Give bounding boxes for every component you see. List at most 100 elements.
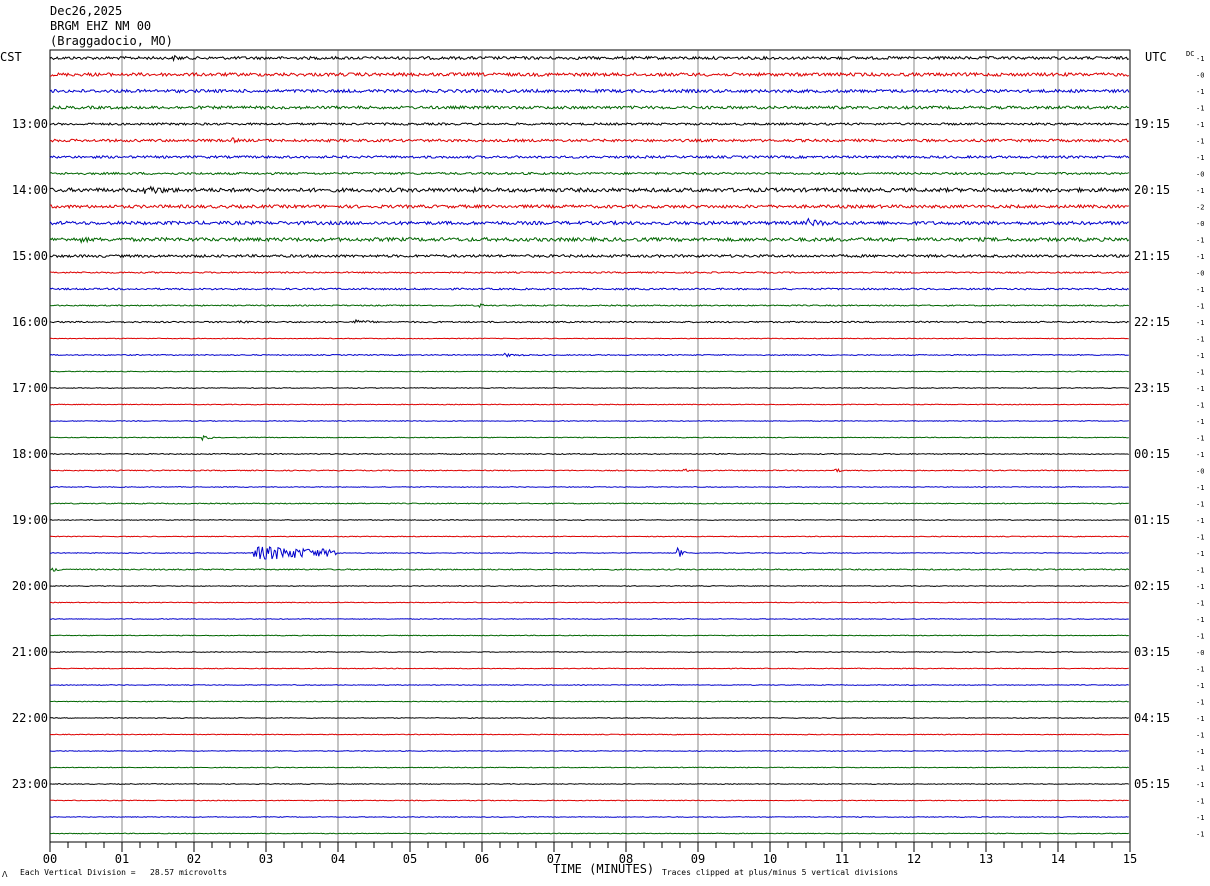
seismic-trace: [49, 387, 1129, 389]
dc-offset-value: -1: [1196, 418, 1204, 426]
dc-offset-value: -1: [1196, 831, 1204, 839]
dc-offset-value: -1: [1196, 616, 1204, 624]
dc-offset-value: -1: [1196, 88, 1204, 96]
dc-offset-value: -1: [1196, 814, 1204, 822]
seismic-trace: [49, 567, 1130, 572]
right-timezone-label: UTC: [1145, 50, 1167, 64]
seismic-trace: [49, 651, 1129, 653]
dc-offset-value: -1: [1196, 484, 1204, 492]
dc-label: DC: [1186, 50, 1195, 58]
seismic-traces: [49, 54, 1130, 835]
x-tick-label: 12: [907, 852, 921, 866]
dc-offset-value: -1: [1196, 781, 1204, 789]
dc-offset-value: -1: [1196, 253, 1204, 261]
left-hour-label: 22:00: [12, 711, 48, 725]
dc-offset-value: -1: [1196, 798, 1204, 806]
left-hour-label: 23:00: [12, 777, 48, 791]
dc-offset-value: -2: [1196, 204, 1204, 212]
dc-offset-value: -1: [1196, 666, 1204, 674]
dc-offset-value: -1: [1196, 352, 1204, 360]
right-hour-label: 23:15: [1134, 381, 1170, 395]
right-hour-label: 22:15: [1134, 315, 1170, 329]
seismic-trace: [49, 88, 1130, 94]
dc-offset-value: -1: [1196, 286, 1204, 294]
dc-offset-value: -0: [1196, 468, 1204, 476]
hour-labels: 13:00 14:00 15:00 16:00 17:00 18:00 19:00 20:00…: [12, 117, 1170, 791]
x-tick-label: 10: [763, 852, 777, 866]
x-tick-label: 14: [1051, 852, 1065, 866]
seismic-trace: [49, 54, 1130, 63]
x-tick-label: 13: [979, 852, 993, 866]
seismic-trace: [49, 519, 1129, 521]
seismic-trace: [49, 750, 1129, 752]
seismic-trace: [49, 684, 1129, 686]
seismic-trace: [49, 634, 1129, 637]
seismic-trace: [49, 700, 1129, 703]
dc-offset-value: -1: [1196, 303, 1204, 311]
seismic-trace: [49, 502, 1129, 505]
seismic-trace: [49, 137, 1130, 144]
x-tick-label: 01: [115, 852, 129, 866]
left-hour-label: 19:00: [12, 513, 48, 527]
seismic-trace: [49, 832, 1129, 835]
seismic-trace: [49, 236, 1130, 244]
seismic-trace: [49, 585, 1129, 587]
right-hour-label: 20:15: [1134, 183, 1170, 197]
dc-offset-value: -1: [1196, 451, 1204, 459]
x-tick-label: 15: [1123, 852, 1137, 866]
left-hour-label: 13:00: [12, 117, 48, 131]
seismic-trace: [49, 318, 1129, 324]
seismic-trace: [49, 185, 1130, 195]
seismic-trace: [49, 122, 1130, 126]
dc-offset-value: -1: [1196, 567, 1204, 575]
dc-offset-value: -1: [1196, 435, 1204, 443]
seismic-trace: [49, 467, 1129, 473]
x-tick-label: 02: [187, 852, 201, 866]
seismic-trace: [49, 104, 1129, 111]
x-tick-label: 08: [619, 852, 633, 866]
dc-offset-value: -1: [1196, 121, 1204, 129]
dc-offset-value: -1: [1196, 319, 1204, 327]
left-hour-label: 20:00: [12, 579, 48, 593]
dc-offset-value: -1: [1196, 154, 1204, 162]
right-hour-label: 21:15: [1134, 249, 1170, 263]
seismic-trace: [49, 403, 1129, 406]
clip-note: Traces clipped at plus/minus 5 vertical …: [662, 868, 899, 877]
dc-offset-value: -1: [1196, 369, 1204, 377]
dc-offset-value: -1: [1196, 732, 1204, 740]
x-tick-label: 03: [259, 852, 273, 866]
seismic-trace: [49, 420, 1129, 422]
dc-offset-value: -0: [1196, 649, 1204, 657]
scale-note: Each Vertical Division = 28.57 microvolt…: [20, 868, 228, 877]
left-hour-label: 18:00: [12, 447, 48, 461]
left-hour-label: 15:00: [12, 249, 48, 263]
x-axis-ticks: [49, 842, 1131, 852]
chart-date: Dec26,2025: [50, 4, 123, 18]
right-hour-label: 02:15: [1134, 579, 1170, 593]
right-hour-label: 19:15: [1134, 117, 1170, 131]
seismic-trace: [49, 535, 1129, 538]
right-hour-label: 05:15: [1134, 777, 1170, 791]
x-axis-title: TIME (MINUTES): [553, 862, 655, 876]
dc-offset-value: -1: [1196, 715, 1204, 723]
seismic-trace: [49, 601, 1129, 604]
dc-offset-value: -1: [1196, 402, 1204, 410]
x-tick-label: 04: [331, 852, 345, 866]
dc-offset-value: -1: [1196, 336, 1204, 344]
left-hour-label: 21:00: [12, 645, 48, 659]
dc-offset-value: -0: [1196, 220, 1204, 228]
dc-offset-value: -1: [1196, 600, 1204, 608]
right-hour-label: 00:15: [1134, 447, 1170, 461]
x-tick-label: 09: [691, 852, 705, 866]
dc-offset-value: -1: [1196, 138, 1204, 146]
x-tick-label: 11: [835, 852, 849, 866]
dc-offset-value: -1: [1196, 633, 1204, 641]
seismic-trace: [49, 799, 1129, 802]
seismic-trace: [49, 287, 1130, 291]
seismic-trace: [49, 667, 1129, 670]
dc-offset-value: -1: [1196, 187, 1204, 195]
seismic-trace: [49, 171, 1130, 176]
seismic-trace: [49, 337, 1129, 340]
left-timezone-label: CST: [0, 50, 22, 64]
